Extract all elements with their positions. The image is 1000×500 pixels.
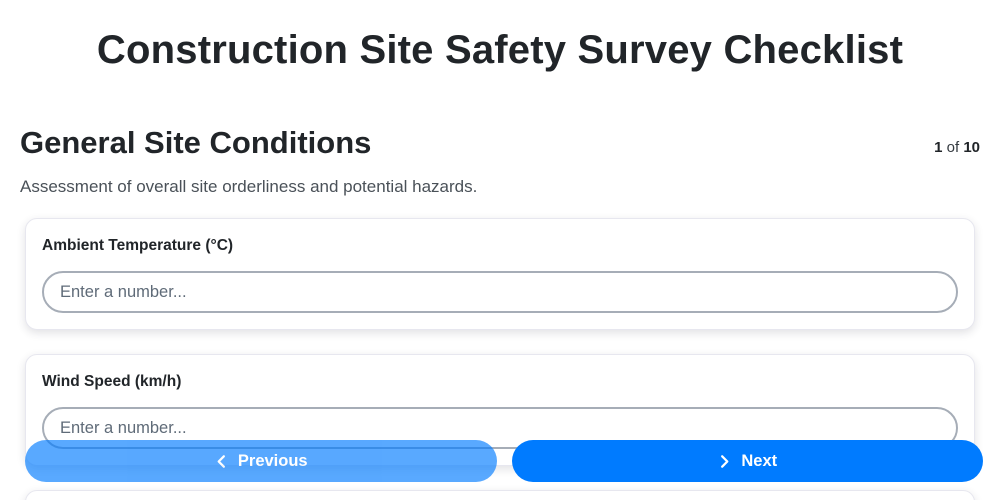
page-indicator-current: 1 <box>934 139 943 156</box>
question-label: Wind Speed (km/h) <box>42 373 182 390</box>
page-title: Construction Site Safety Survey Checklis… <box>96 28 904 72</box>
previous-button-label: Previous <box>237 451 308 470</box>
page-indicator-total: 10 <box>963 139 980 156</box>
chevron-right-icon <box>721 454 729 468</box>
wind-speed-input[interactable] <box>42 407 958 449</box>
page-indicator-separator: of <box>942 139 964 156</box>
chevron-left-icon <box>217 454 225 468</box>
ambient-temperature-input[interactable] <box>42 271 958 313</box>
question-card-ambient-temperature: Ambient Temperature (°C) <box>25 218 975 330</box>
footer-navigation: Previous Next <box>25 440 983 482</box>
next-question-card-partial <box>25 490 975 500</box>
section-description: Assessment of overall site orderliness a… <box>20 177 478 196</box>
previous-button[interactable]: Previous <box>25 440 497 482</box>
section-heading: General Site Conditions <box>20 125 372 160</box>
question-label: Ambient Temperature (°C) <box>42 237 234 254</box>
page-indicator: 1 of 10 <box>934 139 980 162</box>
next-button[interactable]: Next <box>511 440 983 482</box>
section-header: General Site Conditions 1 of 10 <box>20 124 980 162</box>
next-button-label: Next <box>741 451 778 470</box>
